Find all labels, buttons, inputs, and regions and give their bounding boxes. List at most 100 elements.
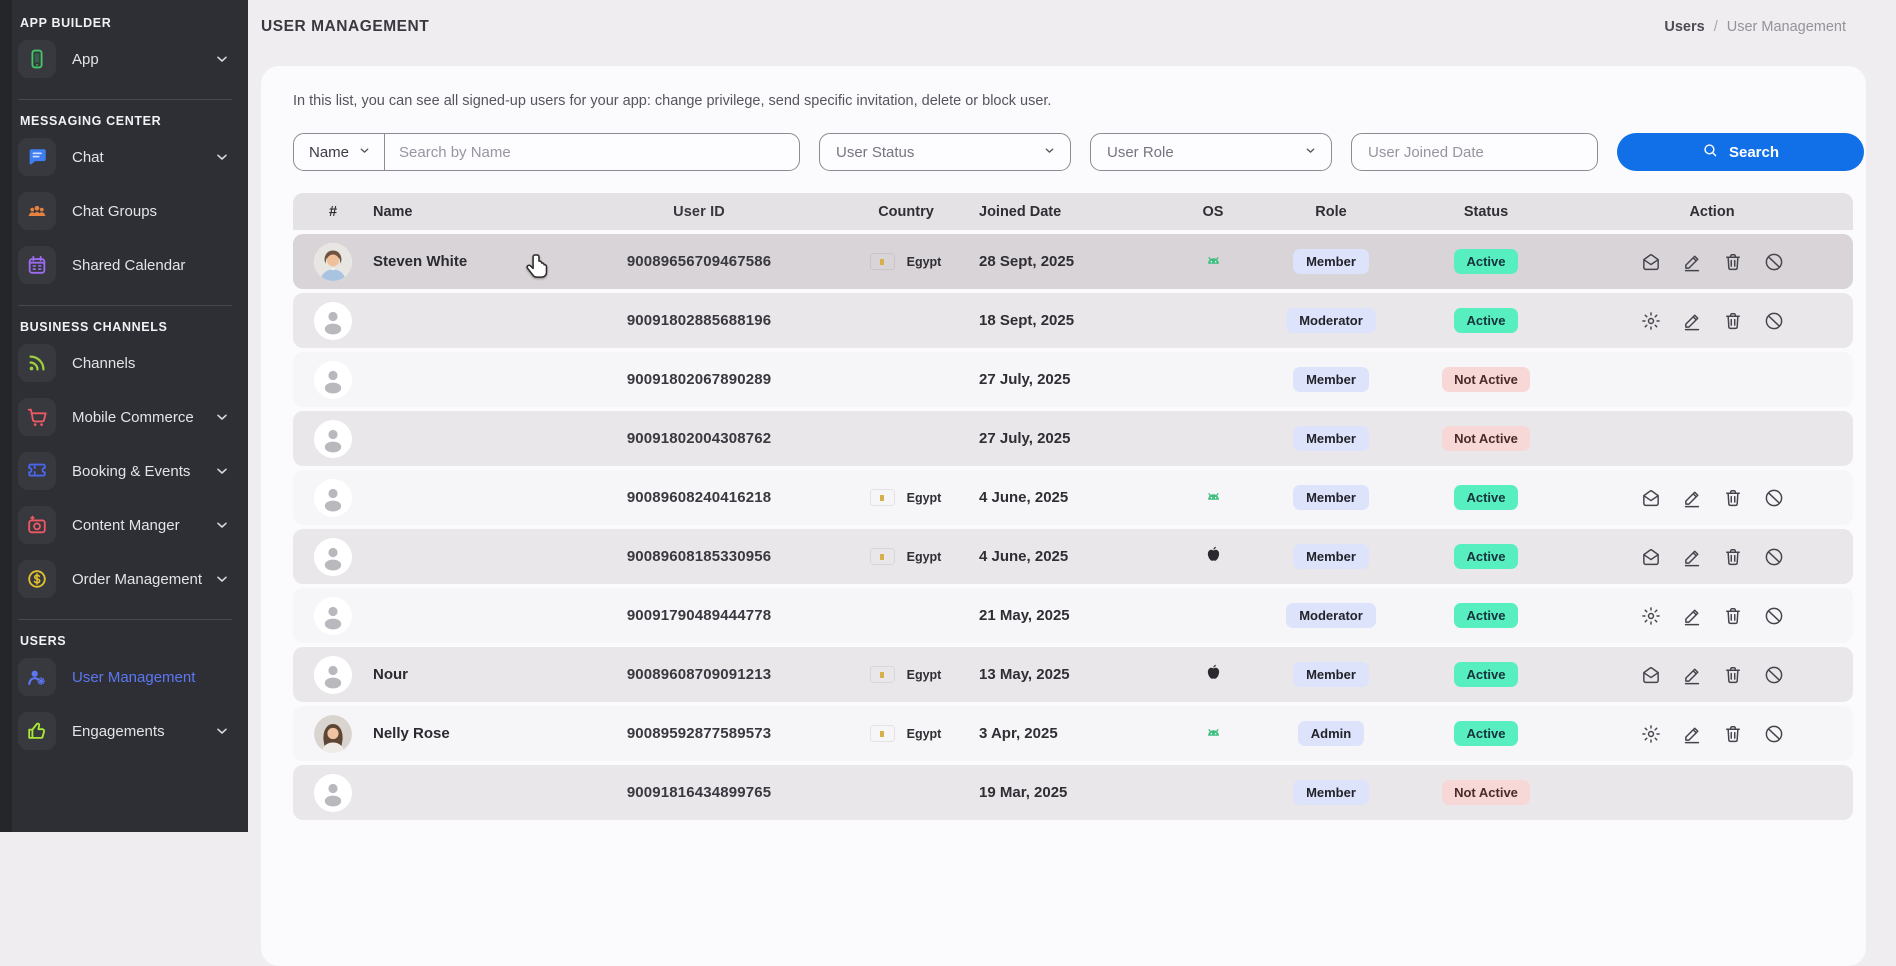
chevron-down-icon [214,571,230,587]
block-button[interactable] [1762,722,1786,746]
sidebar: APP BUILDERAppMESSAGING CENTERChatChat G… [0,0,248,832]
delete-button[interactable] [1721,309,1745,333]
joined-date: 18 Sept, 2025 [979,312,1165,329]
android-icon [1203,249,1224,274]
sidebar-item-label: Shared Calendar [72,257,238,274]
breadcrumb-parent[interactable]: Users [1664,19,1704,35]
table-row[interactable]: 9009180200430876227 July, 2025MemberNot … [293,411,1853,466]
block-button[interactable] [1762,545,1786,569]
chat-icon [18,138,56,176]
edit-button[interactable] [1680,604,1704,628]
sidebar-item-mobile-commerce[interactable]: Mobile Commerce [16,390,238,444]
column-header-user-id: User ID [565,204,833,220]
delete-button[interactable] [1721,486,1745,510]
chevron-down-icon [1304,144,1317,161]
table-row[interactable]: 90089608185330956Egypt4 June, 2025Member… [293,529,1853,584]
people-icon [18,192,56,230]
settings-icon [1640,605,1662,627]
table-row[interactable]: 9009179048944477821 May, 2025ModeratorAc… [293,588,1853,643]
os-cell [1165,544,1261,569]
avatar-cell [293,656,373,694]
settings-button[interactable] [1639,604,1663,628]
status-badge: Active [1454,603,1517,628]
block-icon [1763,605,1785,627]
sidebar-item-user-management[interactable]: User Management [16,650,238,704]
edit-button[interactable] [1680,722,1704,746]
user-status-select[interactable]: User Status [819,133,1071,171]
column-header-role: Role [1261,204,1401,220]
status-cell: Active [1401,544,1571,569]
delete-button[interactable] [1721,604,1745,628]
table-row[interactable]: Steven White90089656709467586Egypt28 Sep… [293,234,1853,289]
avatar-placeholder [314,656,352,694]
filter-bar: Name User Status User Role Search [293,133,1853,171]
user-role-select[interactable]: User Role [1090,133,1332,171]
user-id: 90091816434899765 [565,784,833,801]
block-button[interactable] [1762,309,1786,333]
delete-button[interactable] [1721,663,1745,687]
role-badge: Member [1293,367,1369,392]
chevron-down-icon [214,409,230,425]
table-row[interactable]: 9009180288568819618 Sept, 2025ModeratorA… [293,293,1853,348]
search-input[interactable] [385,134,799,170]
delete-icon [1722,251,1744,273]
sidebar-item-engagements[interactable]: Engagements [16,704,238,758]
block-button[interactable] [1762,604,1786,628]
search-icon [1702,142,1719,163]
edit-button[interactable] [1680,663,1704,687]
sidebar-item-content-manger[interactable]: Content Manger [16,498,238,552]
block-button[interactable] [1762,663,1786,687]
sidebar-item-chat[interactable]: Chat [16,130,238,184]
delete-button[interactable] [1721,545,1745,569]
joined-date: 27 July, 2025 [979,371,1165,388]
settings-button[interactable] [1639,309,1663,333]
breadcrumb-current: User Management [1727,19,1846,35]
status-cell: Not Active [1401,426,1571,451]
status-cell: Active [1401,485,1571,510]
mail-button[interactable] [1639,545,1663,569]
user-joined-date-input[interactable] [1351,133,1598,171]
search-button[interactable]: Search [1617,133,1864,171]
avatar-placeholder [314,302,352,340]
search-field-selector[interactable]: Name [294,134,384,170]
block-icon [1763,487,1785,509]
table-row[interactable]: 9009181643489976519 Mar, 2025MemberNot A… [293,765,1853,820]
os-cell [1165,662,1261,687]
edit-button[interactable] [1680,250,1704,274]
mail-button[interactable] [1639,486,1663,510]
mail-button[interactable] [1639,663,1663,687]
sidebar-item-channels[interactable]: Channels [16,336,238,390]
table-row[interactable]: Nour90089608709091213Egypt13 May, 2025Me… [293,647,1853,702]
role-badge: Member [1293,662,1369,687]
search-button-label: Search [1729,144,1779,161]
role-badge: Member [1293,485,1369,510]
user-id: 90089608240416218 [565,489,833,506]
settings-button[interactable] [1639,722,1663,746]
sidebar-item-booking-events[interactable]: Booking & Events [16,444,238,498]
sidebar-section-label: MESSAGING CENTER [16,110,238,130]
block-button[interactable] [1762,486,1786,510]
sidebar-item-chat-groups[interactable]: Chat Groups [16,184,238,238]
avatar [314,243,352,281]
mail-button[interactable] [1639,250,1663,274]
sidebar-item-order-management[interactable]: Order Management [16,552,238,606]
delete-button[interactable] [1721,250,1745,274]
table-row[interactable]: 9009180206789028927 July, 2025MemberNot … [293,352,1853,407]
sidebar-divider [18,99,232,100]
edit-button[interactable] [1680,545,1704,569]
main-content: USER MANAGEMENT Users / User Management … [248,0,1896,832]
block-button[interactable] [1762,250,1786,274]
edit-icon [1681,251,1703,273]
sidebar-divider [18,305,232,306]
edit-button[interactable] [1680,486,1704,510]
user-id: 90089608709091213 [565,666,833,683]
sidebar-item-app[interactable]: App [16,32,238,86]
edit-button[interactable] [1680,309,1704,333]
sidebar-section-label: BUSINESS CHANNELS [16,316,238,336]
sidebar-item-shared-calendar[interactable]: Shared Calendar [16,238,238,292]
table-row[interactable]: 90089608240416218Egypt4 June, 2025Member… [293,470,1853,525]
action-cell [1571,604,1853,628]
column-header-joined-date: Joined Date [979,204,1165,220]
table-row[interactable]: Nelly Rose90089592877589573Egypt3 Apr, 2… [293,706,1853,761]
delete-button[interactable] [1721,722,1745,746]
